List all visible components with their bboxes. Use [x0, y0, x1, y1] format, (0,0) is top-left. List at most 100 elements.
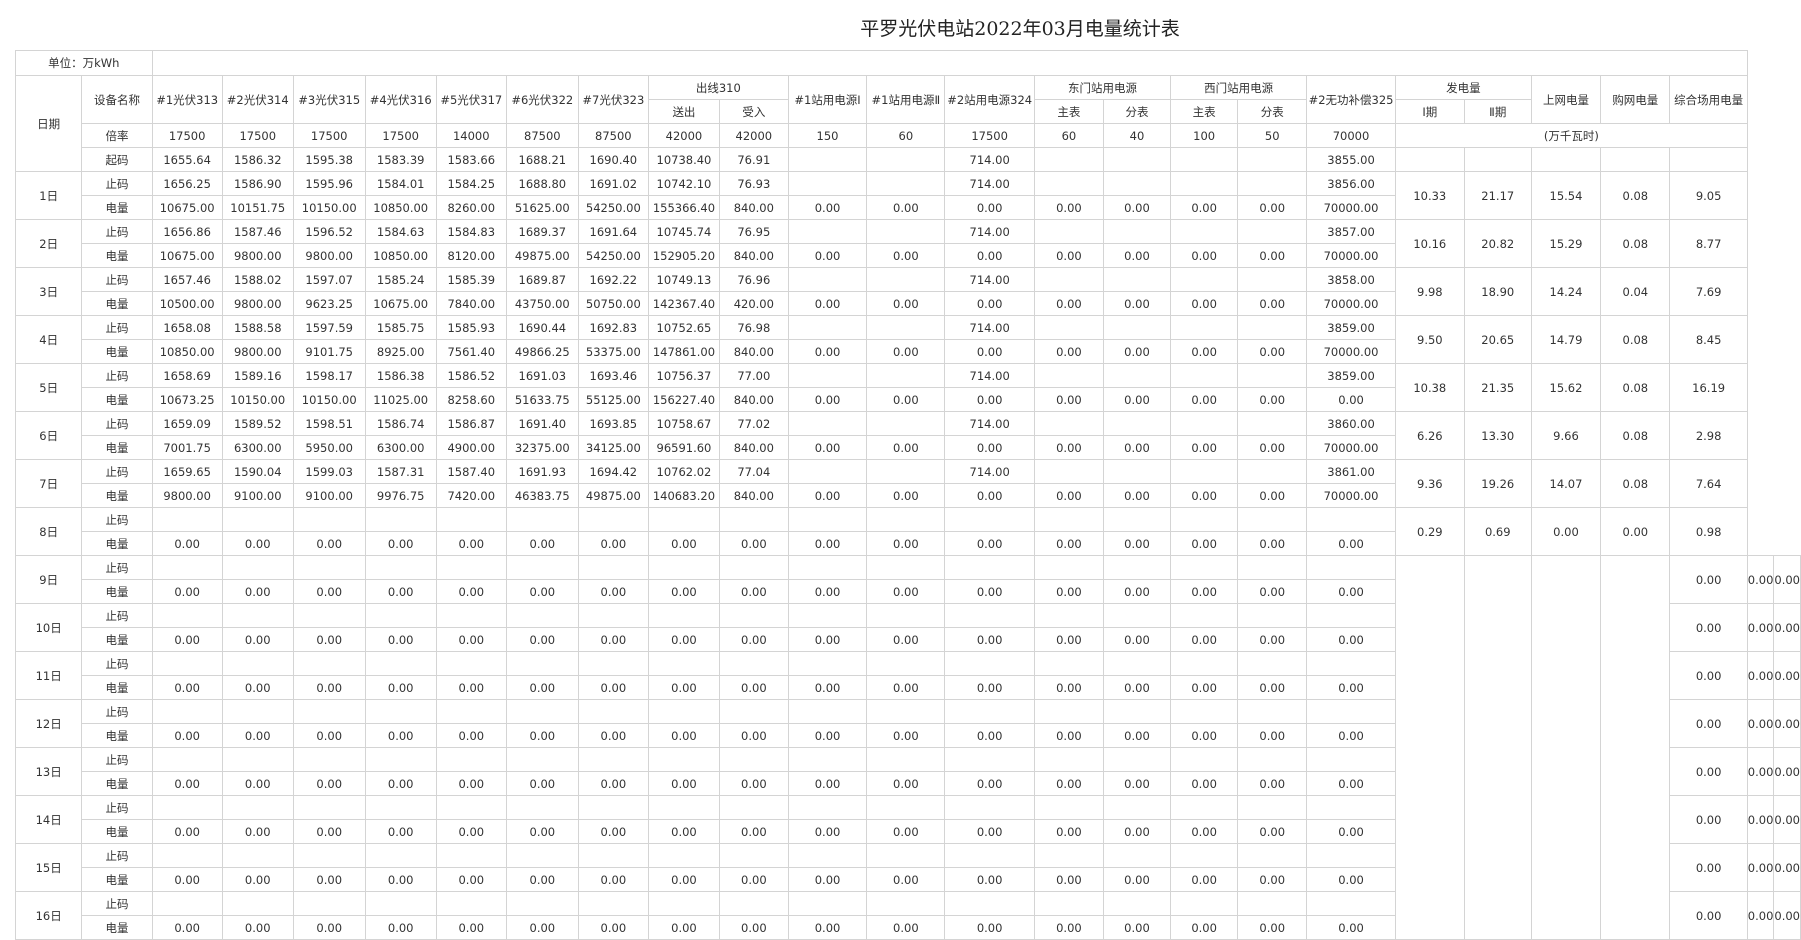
energy-cell: 70000.00 — [1306, 243, 1396, 268]
stop-label: 止码 — [81, 363, 153, 388]
stop-cell — [505, 699, 579, 724]
start-cell: 714.00 — [944, 147, 1035, 172]
buy-energy-cell: 0.08 — [1600, 171, 1671, 220]
stop-cell: 1692.22 — [577, 267, 649, 292]
energy-cell: 0.00 — [1102, 675, 1172, 700]
header-pv3: #3光伏315 — [292, 75, 366, 124]
energy-cell: 7840.00 — [435, 291, 507, 316]
energy-cell: 0.00 — [1237, 723, 1308, 748]
energy-label: 电量 — [81, 435, 153, 460]
stop-cell — [647, 843, 720, 868]
stop-label: 止码 — [81, 699, 153, 724]
stop-cell: 1599.03 — [292, 459, 366, 484]
start-cell: 10738.40 — [647, 147, 720, 172]
stop-cell — [1102, 315, 1172, 340]
energy-label: 电量 — [81, 387, 153, 412]
energy-cell: 0.00 — [1306, 771, 1396, 796]
energy-cell: 0.00 — [1033, 675, 1104, 700]
stop-cell — [364, 891, 437, 916]
start-cell: 1583.39 — [364, 147, 437, 172]
stop-cell — [221, 843, 294, 868]
energy-cell: 10850.00 — [364, 243, 437, 268]
stop-cell: 10742.10 — [647, 171, 720, 196]
stop-cell — [151, 795, 223, 820]
blank-cell — [1463, 147, 1532, 172]
stop-cell: 10752.65 — [647, 315, 720, 340]
ratio-cell: 42000 — [718, 123, 789, 148]
stop-cell — [1237, 315, 1308, 340]
energy-cell: 0.00 — [1306, 627, 1396, 652]
stop-cell: 714.00 — [944, 363, 1035, 388]
energy-cell: 0.00 — [151, 675, 223, 700]
ratio-cell: 150 — [787, 123, 868, 148]
energy-cell: 0.00 — [292, 675, 366, 700]
stop-cell: 714.00 — [944, 315, 1035, 340]
stop-cell — [944, 891, 1035, 916]
energy-cell: 0.00 — [647, 579, 720, 604]
grid-energy-cell: 0.00 — [1669, 747, 1748, 796]
energy-cell: 0.00 — [647, 819, 720, 844]
stop-cell — [1033, 795, 1104, 820]
day-label: 1日 — [14, 171, 83, 220]
stop-cell — [292, 747, 366, 772]
stop-cell — [1237, 891, 1308, 916]
energy-cell: 0.00 — [1237, 387, 1308, 412]
stop-cell: 1694.42 — [577, 459, 649, 484]
energy-cell: 0.00 — [647, 723, 720, 748]
energy-cell: 0.00 — [647, 915, 720, 940]
energy-cell: 0.00 — [221, 915, 294, 940]
stop-cell — [505, 795, 579, 820]
energy-label: 电量 — [81, 579, 153, 604]
energy-cell: 0.00 — [787, 243, 868, 268]
energy-cell: 0.00 — [364, 819, 437, 844]
energy-cell: 147861.00 — [647, 339, 720, 364]
header-pv6: #6光伏322 — [505, 75, 579, 124]
stop-cell — [577, 651, 649, 676]
energy-cell: 0.00 — [505, 867, 579, 892]
gen-phase2-cell: 0.69 — [1463, 507, 1532, 556]
stop-cell: 1690.44 — [505, 315, 579, 340]
stop-cell: 1688.80 — [505, 171, 579, 196]
energy-cell: 0.00 — [787, 531, 868, 556]
energy-cell: 0.00 — [577, 915, 649, 940]
energy-cell: 0.00 — [151, 627, 223, 652]
stop-cell: 1658.08 — [151, 315, 223, 340]
stop-cell — [364, 603, 437, 628]
energy-cell: 10500.00 — [151, 291, 223, 316]
ratio-cell: 87500 — [505, 123, 579, 148]
stop-cell — [1237, 699, 1308, 724]
energy-cell: 6300.00 — [221, 435, 294, 460]
energy-cell: 0.00 — [1170, 291, 1239, 316]
day-energy-row: 电量 0.00 0.00 0.00 0.00 0.00 0.00 0.00 0.00 0.00 0.… — [16, 531, 1801, 556]
energy-cell: 0.00 — [787, 339, 868, 364]
energy-cell: 0.00 — [1237, 195, 1308, 220]
energy-cell: 0.00 — [787, 675, 868, 700]
stop-cell — [1170, 891, 1239, 916]
stop-cell — [1306, 699, 1396, 724]
energy-cell: 9800.00 — [221, 291, 294, 316]
stop-cell — [1237, 843, 1308, 868]
stop-cell — [505, 891, 579, 916]
energy-cell: 0.00 — [787, 819, 868, 844]
buy-energy-cell: 0.00 — [1746, 555, 1775, 604]
day-label: 15日 — [14, 843, 83, 892]
stop-cell — [944, 843, 1035, 868]
day-stop-row: 4日 止码 1658.08 1588.58 1597.59 1585.75 1585.93 1… — [14, 315, 1801, 364]
day-energy-row: 电量 0.00 0.00 0.00 0.00 0.00 0.00 0.00 0.00 0.00 0.… — [16, 627, 1801, 652]
energy-cell: 0.00 — [1033, 291, 1104, 316]
stop-cell: 714.00 — [944, 459, 1035, 484]
energy-cell: 0.00 — [1306, 579, 1396, 604]
plant-energy-cell: 0.00 — [1773, 603, 1801, 652]
stop-cell — [1170, 219, 1239, 244]
stop-cell: 1584.63 — [364, 219, 437, 244]
energy-cell: 0.00 — [1306, 819, 1396, 844]
energy-cell: 0.00 — [1033, 387, 1104, 412]
energy-cell: 0.00 — [435, 723, 507, 748]
energy-cell: 9623.25 — [292, 291, 366, 316]
energy-cell: 0.00 — [1033, 531, 1104, 556]
day-energy-row: 电量 0.00 0.00 0.00 0.00 0.00 0.00 0.00 0.00 0.00 0.… — [16, 771, 1801, 796]
grid-energy-cell: 14.24 — [1530, 267, 1602, 316]
energy-cell: 9800.00 — [221, 243, 294, 268]
stop-cell — [647, 603, 720, 628]
energy-cell: 7420.00 — [435, 483, 507, 508]
